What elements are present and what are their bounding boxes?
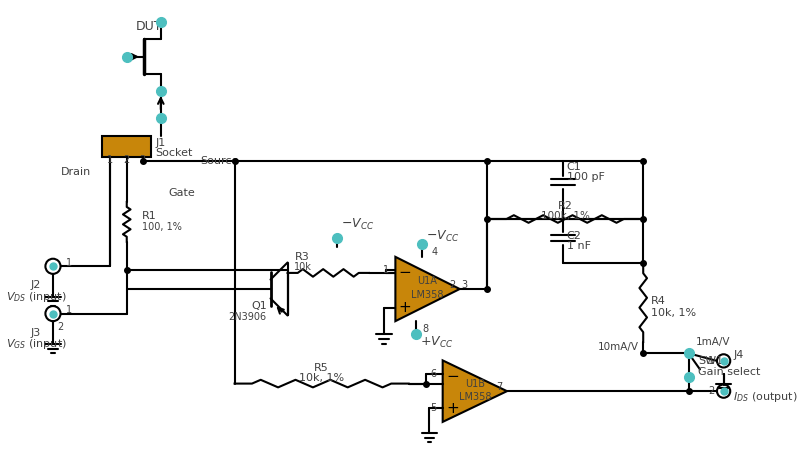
- Text: 100, 1%: 100, 1%: [142, 221, 182, 232]
- Text: 1 nF: 1 nF: [566, 241, 590, 252]
- Text: $-V_{CC}$: $-V_{CC}$: [341, 217, 374, 232]
- Text: 1: 1: [66, 305, 72, 315]
- Text: 1: 1: [383, 265, 389, 275]
- Text: $+$: $+$: [446, 401, 458, 416]
- Text: C1: C1: [566, 162, 582, 172]
- Text: LM358: LM358: [458, 392, 491, 402]
- Bar: [102, 136, 151, 157]
- Text: $-$: $-$: [446, 367, 458, 382]
- Text: 7: 7: [496, 382, 502, 393]
- Text: Socket: Socket: [155, 148, 193, 158]
- Text: Gain select: Gain select: [698, 367, 761, 377]
- Text: 2: 2: [449, 280, 455, 290]
- Text: $+V_{CC}$: $+V_{CC}$: [420, 334, 453, 350]
- Text: DUT: DUT: [135, 20, 162, 34]
- Text: Gate: Gate: [168, 187, 195, 198]
- Text: 10k, 1%: 10k, 1%: [650, 307, 696, 318]
- Text: 10k: 10k: [294, 262, 312, 272]
- Text: R3: R3: [295, 252, 310, 262]
- Text: 1: 1: [66, 257, 72, 268]
- Text: 2: 2: [124, 155, 130, 166]
- Text: 10mA/V: 10mA/V: [598, 342, 638, 352]
- Text: 10k, 1%: 10k, 1%: [299, 373, 344, 383]
- Text: 1: 1: [106, 155, 113, 166]
- Text: 5: 5: [430, 403, 436, 413]
- Text: Drain: Drain: [61, 166, 91, 177]
- Text: 6: 6: [430, 369, 436, 379]
- Text: 100k, 1%: 100k, 1%: [541, 211, 590, 221]
- Text: 100 pF: 100 pF: [566, 172, 605, 183]
- Text: Q1: Q1: [251, 301, 266, 311]
- Text: 2: 2: [58, 322, 64, 332]
- Text: $-V_{CC}$: $-V_{CC}$: [426, 228, 459, 244]
- Text: 4: 4: [432, 247, 438, 257]
- Text: 2: 2: [708, 386, 714, 396]
- Polygon shape: [442, 360, 507, 422]
- Text: $I_{DS}$ (output): $I_{DS}$ (output): [733, 390, 798, 404]
- Text: SW1: SW1: [698, 356, 723, 366]
- Text: 8: 8: [422, 324, 429, 334]
- Text: $+$: $+$: [398, 300, 411, 315]
- Text: R1: R1: [142, 211, 157, 221]
- Text: 1mA/V: 1mA/V: [696, 337, 730, 347]
- Text: J1: J1: [155, 138, 166, 149]
- Text: $-$: $-$: [398, 263, 411, 278]
- Text: 1: 1: [708, 356, 714, 366]
- Text: U1B: U1B: [465, 378, 485, 389]
- Text: 3: 3: [140, 155, 146, 166]
- Text: C2: C2: [566, 231, 582, 241]
- Text: $V_{DS}$ (input): $V_{DS}$ (input): [6, 289, 66, 304]
- Polygon shape: [395, 257, 460, 321]
- Text: R4: R4: [650, 296, 666, 307]
- Text: J2: J2: [30, 280, 41, 290]
- Text: U1A: U1A: [418, 276, 438, 287]
- Text: R5: R5: [314, 362, 329, 373]
- Text: R2: R2: [558, 201, 573, 211]
- Text: $V_{GS}$ (input): $V_{GS}$ (input): [6, 337, 66, 351]
- Text: 2N3906: 2N3906: [229, 312, 266, 323]
- Text: 3: 3: [462, 280, 468, 290]
- Text: Source: Source: [201, 156, 239, 166]
- Text: J3: J3: [31, 327, 41, 338]
- Text: LM358: LM358: [411, 289, 444, 300]
- Text: J4: J4: [733, 350, 743, 360]
